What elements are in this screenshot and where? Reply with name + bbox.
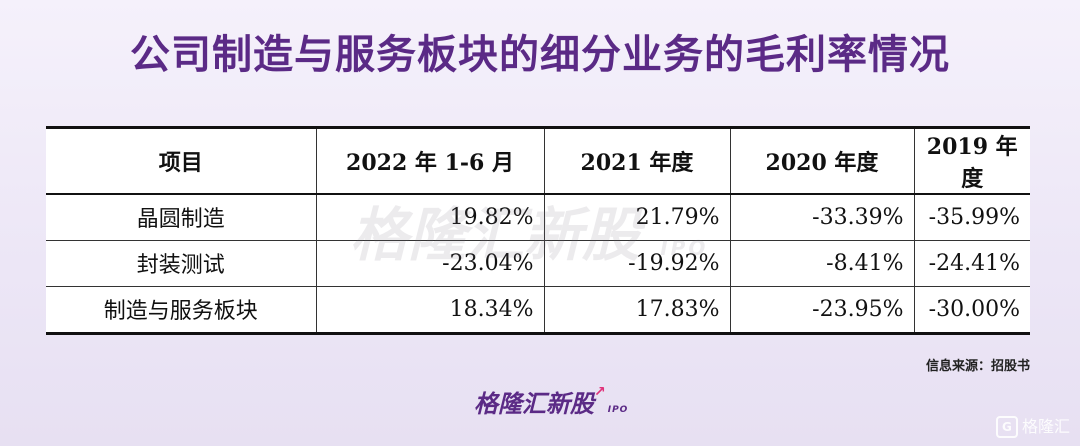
corner-logo: G 格隆汇 <box>995 413 1070 438</box>
row-label: 制造与服务板块 <box>103 299 258 325</box>
header-2021: 2021 年度 <box>543 129 730 195</box>
table-cell: -30.00% <box>913 286 1030 332</box>
gross-margin-table: 项目 2022 年 1-6 月 2021 年度 2020 年度 2019 年度 … <box>46 126 1030 335</box>
logo-sub: IPO <box>607 405 629 415</box>
row-label: 晶圆制造 <box>46 194 316 241</box>
table-cell: 19.82% <box>315 194 544 241</box>
table-row: 封装测试 -23.04% -19.92% -8.41% -24.41% <box>46 240 1030 287</box>
table-cell: 17.83% <box>543 286 730 332</box>
brand-logo: 格隆汇新股↗IPO <box>474 384 628 419</box>
data-table: 项目 2022 年 1-6 月 2021 年度 2020 年度 2019 年度 … <box>46 129 1030 332</box>
table-cell: -8.41% <box>729 240 914 287</box>
table-header-row: 项目 2022 年 1-6 月 2021 年度 2020 年度 2019 年度 <box>46 129 1030 195</box>
table-cell: -33.39% <box>729 194 914 241</box>
table-cell: 18.34% <box>315 286 544 332</box>
corner-logo-text: 格隆汇 <box>1021 416 1070 436</box>
brand-g-icon: G <box>995 416 1018 438</box>
header-2020: 2020 年度 <box>729 129 914 195</box>
table-row: 晶圆制造 19.82% 21.79% -33.39% -35.99% <box>46 194 1030 241</box>
table-cell: -23.95% <box>729 286 914 332</box>
source-note: 信息来源：招股书 <box>925 359 1030 374</box>
table-cell: -24.41% <box>913 240 1030 287</box>
table-cell: -35.99% <box>913 194 1030 241</box>
header-2019: 2019 年度 <box>913 129 1030 195</box>
header-item: 项目 <box>46 129 316 195</box>
arrow-up-icon: ↗ <box>594 384 606 400</box>
row-label: 封装测试 <box>46 240 316 287</box>
table-row: 制造与服务板块 18.34% 17.83% -23.95% -30.00% <box>46 286 1030 332</box>
page-title: 公司制造与服务板块的细分业务的毛利率情况 <box>130 32 950 78</box>
table-cell: 21.79% <box>543 194 730 241</box>
table-cell: -23.04% <box>315 240 544 287</box>
logo-text: 格隆汇新股 <box>474 390 594 418</box>
header-2022h1: 2022 年 1-6 月 <box>315 129 544 195</box>
table-cell: -19.92% <box>543 240 730 287</box>
